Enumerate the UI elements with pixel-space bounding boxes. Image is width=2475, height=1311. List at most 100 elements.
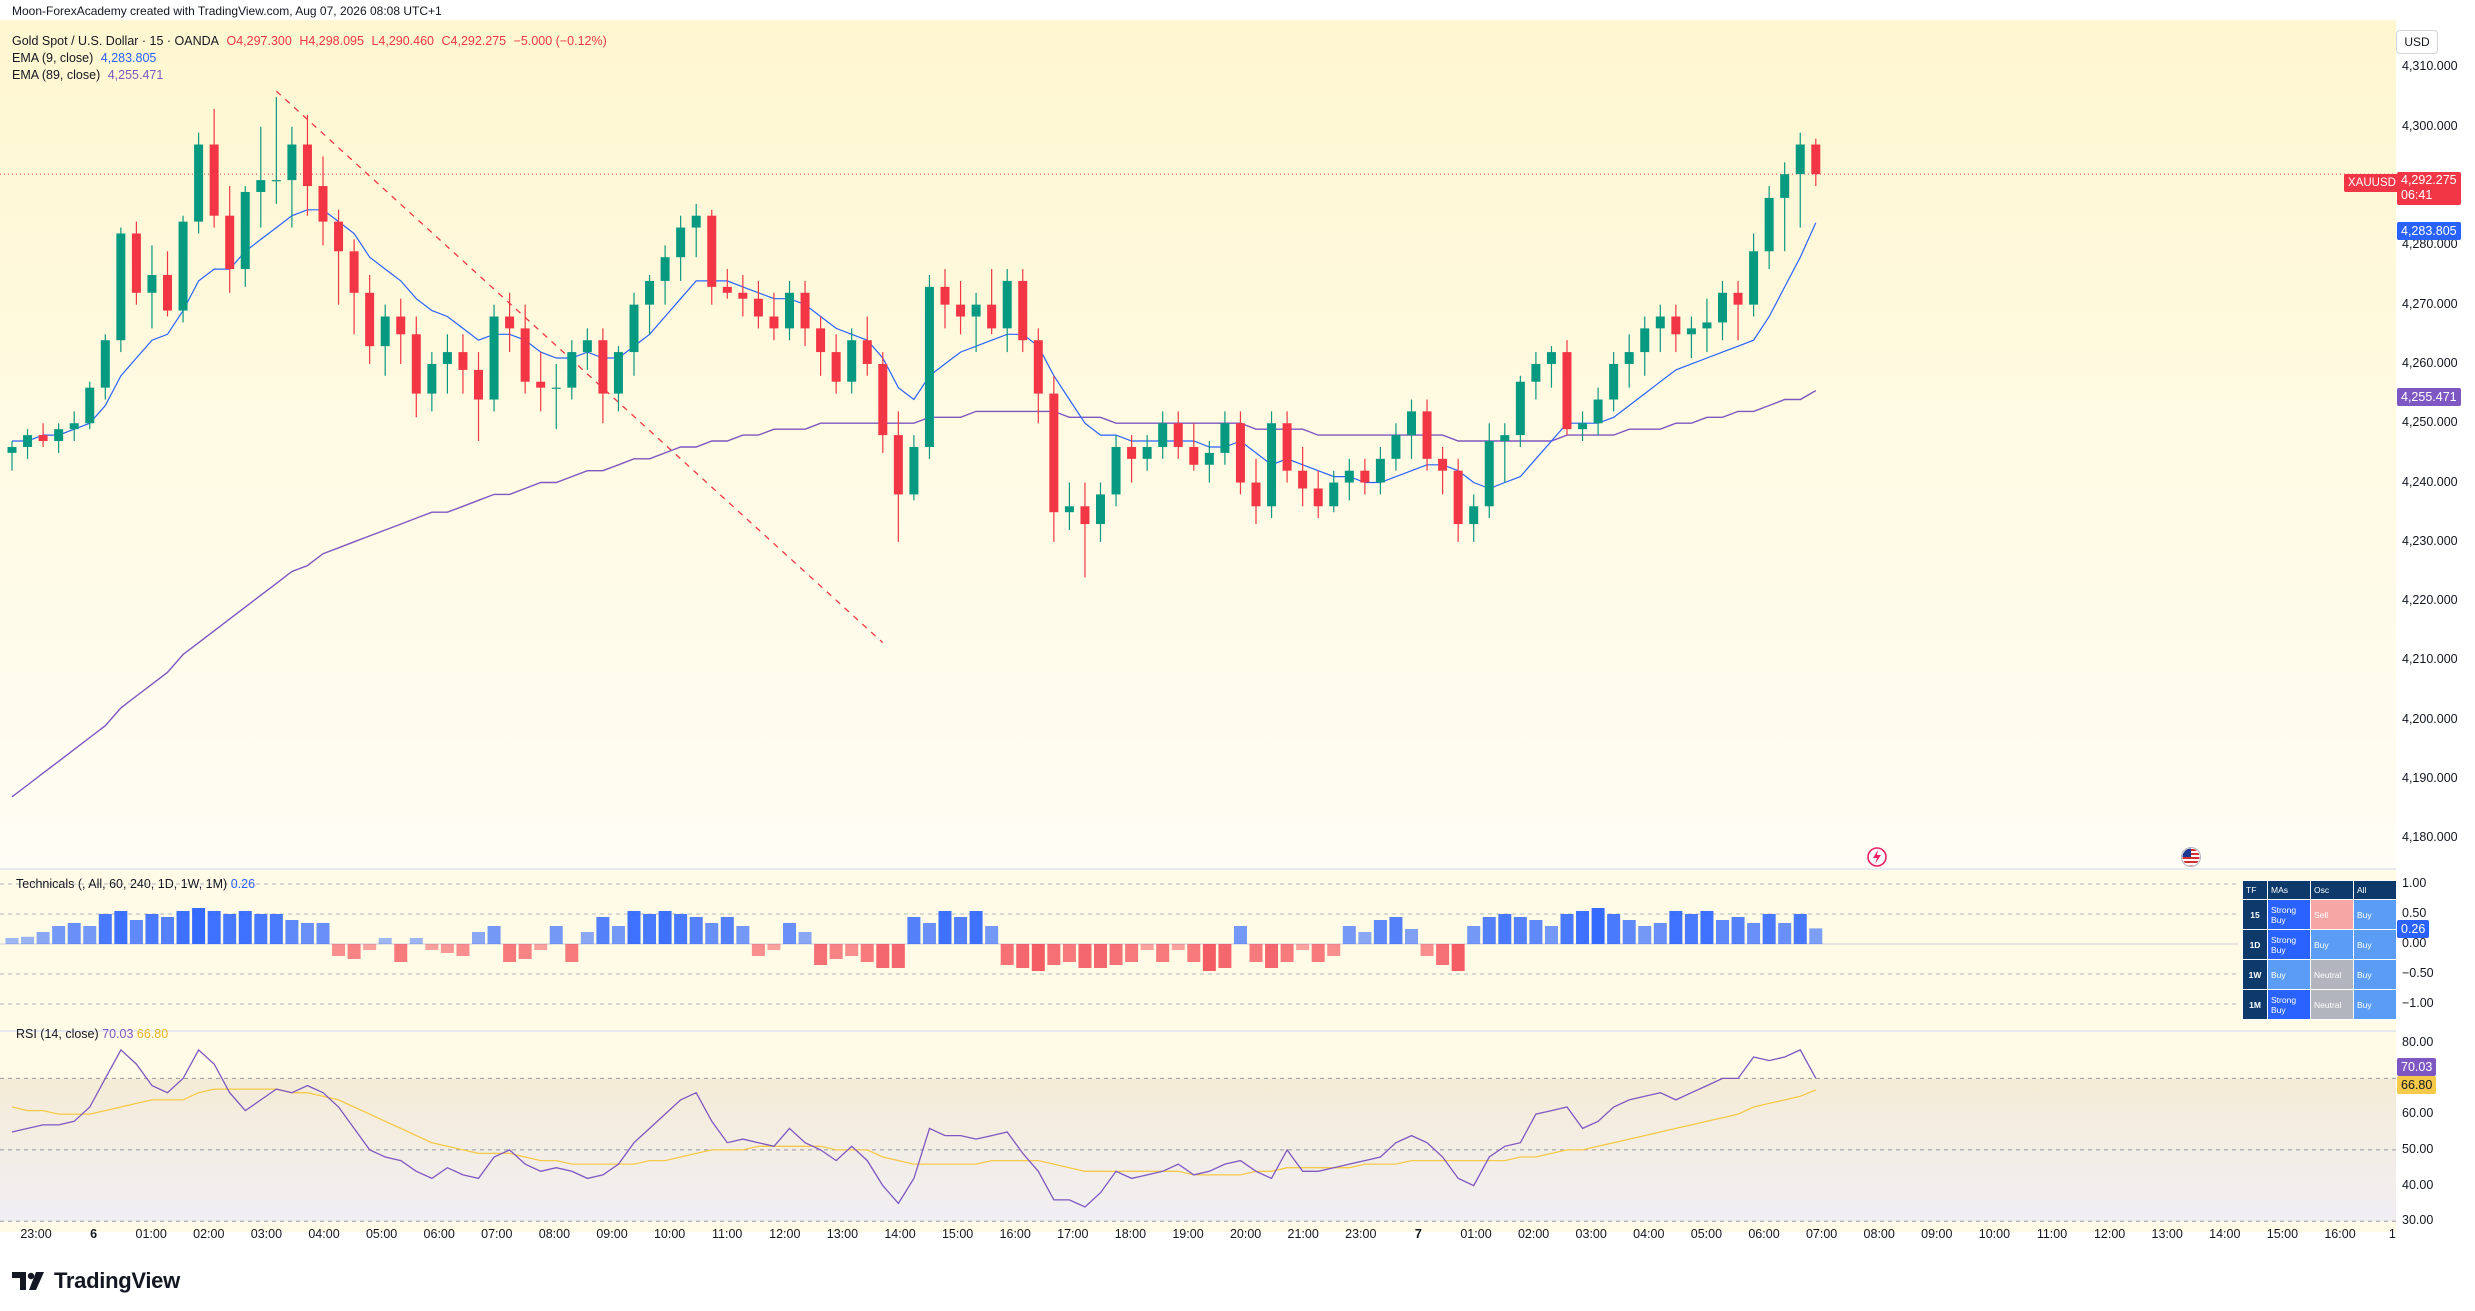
all-cell: Buy: [2353, 959, 2397, 990]
rsi-legend[interactable]: RSI (14, close) 70.03 66.80: [16, 1027, 168, 1041]
candle: [909, 435, 919, 501]
candle: [1686, 316, 1696, 359]
candle: [940, 269, 950, 329]
ema9-price-tag: 4,283.805: [2397, 222, 2461, 240]
candle: [287, 126, 297, 228]
price-chart[interactable]: 23:00 6 01:00 02:00 03:00 04:00 05:00 06:00 07:0…: [0, 20, 2396, 1242]
candle: [1111, 435, 1121, 507]
all-cell: Buy: [2353, 899, 2397, 930]
technicals-bar: [969, 911, 983, 944]
technicals-bar: [1218, 944, 1232, 968]
candle: [194, 132, 204, 234]
price-axis-label: 4,220.000: [2402, 593, 2458, 608]
candle: [1453, 458, 1463, 542]
candle: [1795, 132, 1805, 228]
candle: [598, 328, 608, 424]
candle-body: [349, 251, 359, 293]
candle: [1531, 352, 1541, 400]
technicals-legend[interactable]: Technicals (, All, 60, 240, 1D, 1W, 1M) …: [16, 877, 255, 891]
technicals-bar: [907, 917, 921, 944]
candle: [769, 292, 779, 341]
candle-body: [427, 363, 437, 394]
ema9-label: EMA (9, close): [12, 51, 94, 65]
technicals-bar: [1016, 944, 1030, 968]
candle: [816, 316, 826, 376]
price-axis-label: 4,190.000: [2402, 771, 2458, 786]
technicals-bar: [1591, 908, 1605, 944]
time-axis-label: 03:00: [1576, 1227, 1607, 1241]
candle: [1562, 340, 1572, 436]
tradingview-logo[interactable]: TradingView: [12, 1268, 180, 1294]
price-axis-label: 4,230.000: [2402, 533, 2458, 548]
technicals-bar: [1280, 944, 1294, 962]
last-price-tag: 4,292.275 06:41: [2397, 172, 2461, 205]
candle: [1235, 411, 1245, 495]
tf-cell: 1D: [2242, 929, 2268, 960]
candle: [1702, 298, 1712, 353]
us-flag-event-icon[interactable]: [2180, 846, 2202, 868]
technicals-bar: [1420, 944, 1434, 956]
candle-body: [256, 180, 266, 192]
candle-body: [847, 340, 857, 382]
candle: [1811, 138, 1821, 187]
candle-body: [225, 215, 235, 270]
time-axis-label: 07:00: [1806, 1227, 1837, 1241]
candle: [1422, 399, 1432, 471]
candle: [567, 340, 577, 400]
currency-selector[interactable]: USD: [2396, 30, 2438, 54]
lightning-event-icon[interactable]: [1866, 846, 1888, 868]
technicals-axis-label: 0.50: [2402, 906, 2427, 920]
price-axis-label: 4,270.000: [2402, 296, 2458, 311]
candle-body: [1251, 482, 1261, 507]
candle-body: [1127, 446, 1137, 459]
candle-body: [753, 298, 763, 317]
time-axis-label: 06:00: [1748, 1227, 1779, 1241]
osc-cell: Buy: [2310, 929, 2354, 960]
technicals-value: 0.26: [230, 877, 256, 891]
candle: [1313, 470, 1323, 519]
technicals-bar: [689, 917, 703, 944]
candle-body: [380, 316, 390, 347]
candle: [163, 251, 172, 317]
technicals-bar: [549, 926, 563, 944]
price-axis-label: 4,240.000: [2402, 474, 2458, 489]
technicals-bar: [52, 926, 66, 944]
mas-cell: Strong Buy: [2267, 929, 2311, 960]
candle: [613, 346, 623, 412]
candle: [1375, 446, 1385, 495]
candle: [924, 274, 934, 459]
candle-body: [334, 221, 344, 252]
technicals-bar: [363, 944, 377, 950]
candle-body: [1282, 423, 1292, 471]
technicals-bar: [938, 911, 952, 944]
candle: [23, 429, 33, 459]
ema89-legend[interactable]: EMA (89, close) 4,255.471: [12, 68, 167, 82]
candle-body: [1671, 316, 1681, 335]
rsi-band: [0, 1078, 2396, 1222]
technicals-bar: [269, 914, 283, 944]
candle-body: [1344, 470, 1354, 483]
time-axis-label: 10:00: [654, 1227, 685, 1241]
technicals-bar: [207, 911, 221, 944]
symbol-label[interactable]: Gold Spot / U.S. Dollar · 15 · OANDA: [12, 34, 220, 48]
ema9-legend[interactable]: EMA (9, close) 4,283.805: [12, 51, 160, 65]
technicals-bar: [1109, 944, 1123, 965]
price-axis-label: 4,250.000: [2402, 415, 2458, 430]
time-axis-label: 03:00: [251, 1227, 282, 1241]
technicals-bar: [1078, 944, 1092, 968]
technicals-bar: [503, 944, 517, 962]
candle: [753, 280, 763, 329]
candle-body: [23, 435, 33, 447]
technicals-bar: [1342, 926, 1356, 944]
candle: [1515, 375, 1525, 447]
tf-cell: 15: [2242, 899, 2268, 930]
mas-cell: Buy: [2267, 959, 2311, 990]
ohlc-close: C4,292.275: [441, 34, 507, 48]
candle-body: [1780, 174, 1790, 198]
candle: [847, 328, 857, 394]
candle: [582, 328, 592, 370]
candle-body: [816, 328, 826, 353]
technicals-bar: [658, 911, 672, 944]
candle: [1391, 423, 1401, 471]
technicals-bar: [1467, 926, 1481, 944]
